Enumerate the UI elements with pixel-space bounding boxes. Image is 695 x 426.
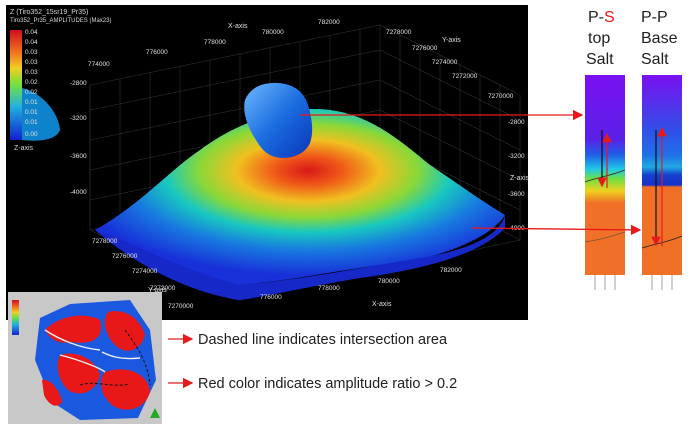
z-axis-label-right: Z-axis [510,175,530,182]
pp-panel: P-P Base Salt [641,9,683,290]
north-arrow-icon [150,408,160,418]
ps-label-top: top [588,30,610,47]
inset-dashed-line [124,329,151,386]
colorbar-tick-label: 0.04 [25,39,38,46]
z-axis-tick-left: -3600 [70,153,87,160]
z-axis-ticks-left: -2800 -3200 -3600 -4000 [70,80,87,196]
x-axis-label-front: X-axis [372,301,392,308]
pp-trace-ticks [651,275,673,290]
z-axis-tick-right: -2800 [508,119,525,126]
inset-colorbar [12,300,19,335]
colorbar-tick-label: 0.01 [25,99,38,106]
arrow-surface-to-pp [471,224,642,236]
colorbar-tick-label: 0.01 [25,119,38,126]
x-axis-tick-front: 782000 [440,267,462,274]
3d-viewer: Z (Tiro352_15sr19_Pr35) Tiro352_Pr35_AMP… [6,5,530,320]
colorbar-tick-label: 0.01 [25,109,38,116]
y-axis-tick-right: 7276000 [412,45,438,52]
y-axis-tick-right: 7272000 [452,73,478,80]
red-color-note: Red color indicates amplitude ratio > 0.… [198,376,457,392]
x-axis-ticks-front: 776000 778000 780000 782000 [260,267,462,301]
ps-label-prefix: P- [588,9,604,26]
viewer-title: Z (Tiro352_15sr19_Pr35) [10,9,88,16]
ps-panel: P-S top Salt [584,9,626,290]
y-axis-tick-front: 7274000 [132,268,158,275]
connector-arrows [168,109,642,389]
y-axis-tick-front: 7278000 [92,238,118,245]
svg-text:P-S: P-S [588,9,615,26]
inset-red-patch [57,353,100,394]
colorbar-tick-label: 0.00 [25,131,38,138]
pp-label-base: Base [641,30,678,47]
y-axis-tick-right: 7270000 [488,93,514,100]
colorbar-tick-label: 0.02 [25,79,38,86]
ps-label-salt: Salt [586,51,614,68]
viewer-subtitle: Tiro352_Pr35_AMPLITUDES (Max23) [10,18,111,24]
z-axis-tick-left: -3200 [70,115,87,122]
colorbar-histogram [22,88,60,141]
x-axis-tick-front: 780000 [378,278,400,285]
ps-horizon-line [584,169,626,183]
colorbar-tick-label: 0.02 [25,89,38,96]
inset-map [8,292,162,424]
x-axis-tick-top: 774000 [88,61,110,68]
x-axis-tick-top: 776000 [146,49,168,56]
y-axis-tick-front: 7272000 [150,285,176,292]
inset-red-patch [104,311,145,351]
y-axis-label-right: Y-axis [442,37,461,44]
inset-red-patch [100,369,150,410]
horizon-skirt [95,215,505,300]
colorbar-gradient [10,30,22,140]
y-axis-tick-right: 7274000 [432,59,458,66]
x-axis-tick-front: 776000 [260,294,282,301]
inset-red-patch [42,379,62,406]
x-axis-tick-top: 782000 [318,19,340,26]
ps-horizon-line [584,231,626,243]
z-axis-tick-left: -4000 [70,189,87,196]
dashed-line-note: Dashed line indicates intersection area [198,332,448,348]
colorbar-tick-label: 0.03 [25,69,38,76]
y-axis-ticks-front: 7278000 7276000 7274000 7272000 7270000 [92,238,194,310]
x-axis-ticks-top: 774000 776000 778000 780000 782000 [88,19,340,68]
pp-label-salt: Salt [641,51,669,68]
inset-dashed-line [79,382,131,386]
salt-dome [244,82,313,158]
horizon-surface [95,109,505,286]
y-axis-tick-right: 7278000 [386,29,412,36]
ps-label-highlight: S [604,9,615,26]
x-axis-tick-front: 778000 [318,285,340,292]
y-axis-ticks-right: 7278000 7276000 7274000 7272000 7270000 [386,29,514,100]
colorbar: Z (Tiro352_15sr19_Pr35) Tiro352_Pr35_AMP… [10,9,111,152]
colorbar-axis-label: Z-axis [14,145,34,152]
colorbar-tick-label: 0.03 [25,49,38,56]
inset-red-patch [45,315,101,343]
y-axis-tick-front: 7276000 [112,253,138,260]
inset-contours [44,329,141,373]
colorbar-tick-label: 0.03 [25,59,38,66]
z-axis-tick-right: -3200 [508,153,525,160]
x-axis-tick-top: 780000 [262,29,284,36]
pp-label-p-p: P-P [641,9,668,26]
ps-trace-ticks [594,275,616,290]
x-axis-tick-top: 778000 [204,39,226,46]
ps-seismic-trace [585,75,625,275]
y-axis-tick-front: 7270000 [168,303,194,310]
y-axis-label-front: Y-axis [148,287,167,294]
x-axis-label-top: X-axis [228,23,248,30]
z-axis-tick-left: -2800 [70,80,87,87]
colorbar-ticks: 0.04 0.04 0.03 0.03 0.03 0.02 0.02 0.01 0.01 0.01… [25,29,38,138]
colorbar-tick-label: 0.04 [25,29,38,36]
z-axis-tick-right: -3600 [508,191,525,198]
